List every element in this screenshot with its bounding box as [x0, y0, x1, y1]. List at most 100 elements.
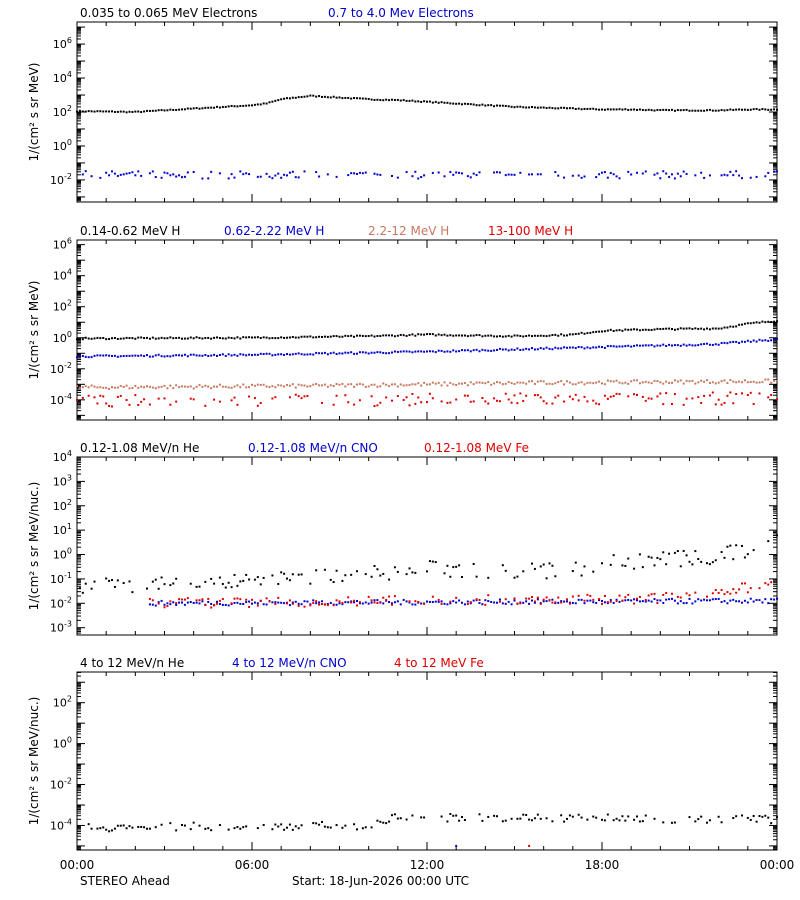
data-point [151, 109, 154, 112]
data-point [653, 173, 656, 176]
data-point [119, 385, 122, 388]
data-point [539, 396, 542, 399]
data-point [668, 327, 671, 330]
data-point [586, 818, 589, 821]
data-point [128, 354, 131, 357]
data-point [449, 602, 452, 605]
data-point [303, 353, 306, 356]
data-point [99, 176, 102, 179]
data-point [388, 578, 391, 581]
data-point [571, 595, 574, 598]
data-point [81, 591, 84, 594]
data-point [525, 600, 528, 603]
data-point [437, 381, 440, 384]
data-point [650, 329, 653, 332]
data-point [682, 602, 685, 605]
data-point [563, 176, 566, 179]
data-point [344, 574, 347, 577]
data-point [481, 396, 484, 399]
y-axis-label: 1/(cm² s sr MeV/nuc.) [27, 697, 41, 826]
data-point [218, 172, 221, 175]
data-point [755, 820, 758, 823]
data-point [630, 328, 633, 331]
data-point [601, 602, 603, 605]
data-point [183, 108, 186, 111]
data-point [624, 599, 627, 602]
data-point [388, 334, 391, 337]
data-point [440, 602, 443, 605]
data-point [566, 600, 568, 603]
data-point [627, 170, 630, 173]
data-point [472, 383, 475, 386]
data-point [414, 603, 417, 606]
data-point [560, 814, 563, 817]
data-point [682, 549, 685, 552]
data-point [294, 600, 297, 603]
data-point [221, 385, 224, 388]
data-point [326, 604, 329, 607]
data-point [761, 320, 764, 323]
data-point [166, 602, 169, 605]
data-point [160, 823, 163, 826]
data-point [723, 593, 726, 596]
data-point [539, 173, 542, 176]
data-point [458, 171, 461, 174]
data-point [735, 393, 738, 396]
data-point [481, 603, 484, 606]
data-point [536, 596, 539, 599]
data-point [137, 336, 140, 339]
data-point [134, 337, 137, 340]
data-point [568, 107, 571, 110]
data-point [227, 581, 230, 584]
data-point [446, 350, 449, 353]
data-point [501, 348, 504, 351]
data-point [294, 336, 297, 339]
data-point [312, 599, 315, 602]
data-point [358, 601, 361, 604]
data-point [743, 582, 746, 585]
data-point [213, 385, 216, 388]
data-point [647, 328, 650, 331]
data-point [358, 602, 361, 605]
data-point [192, 107, 195, 110]
data-point [504, 348, 507, 351]
data-point [708, 382, 711, 385]
series-4 [76, 391, 778, 408]
data-point [729, 544, 732, 547]
data-point [688, 109, 691, 112]
data-point [528, 602, 531, 605]
data-point [443, 381, 446, 384]
data-point [291, 353, 294, 356]
data-point [382, 596, 385, 599]
data-point [458, 564, 461, 567]
data-point [755, 598, 758, 601]
data-point [603, 346, 606, 349]
data-point [233, 105, 236, 108]
data-point [644, 328, 647, 331]
data-point [326, 173, 329, 176]
data-point [306, 95, 309, 98]
data-point [755, 381, 758, 384]
data-point [408, 334, 411, 337]
data-point [230, 586, 233, 589]
data-point [761, 815, 764, 818]
data-point [218, 106, 221, 109]
data-point [691, 379, 694, 382]
data-point [735, 815, 738, 818]
data-point [665, 392, 668, 395]
data-point [134, 174, 137, 177]
data-point [697, 344, 700, 347]
data-point [528, 334, 531, 337]
y-axis-label: 1/(cm² s sr MeV) [27, 63, 41, 162]
data-point [239, 386, 242, 389]
data-point [283, 97, 286, 100]
data-point [306, 394, 309, 397]
data-point [417, 177, 420, 180]
data-point [533, 334, 536, 337]
data-point [504, 598, 507, 601]
data-point [554, 575, 557, 578]
data-point [236, 384, 239, 387]
data-point [192, 821, 195, 824]
data-point [472, 562, 475, 565]
data-point [271, 397, 274, 400]
